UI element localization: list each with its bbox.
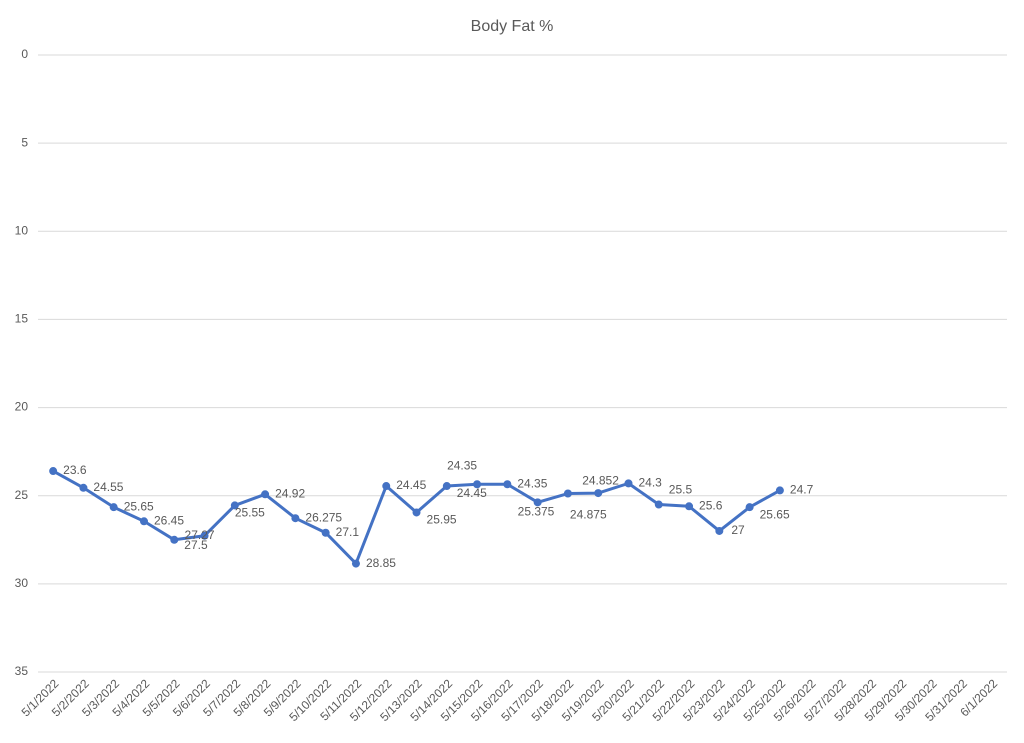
data-point [503, 480, 512, 489]
data-point [200, 531, 209, 540]
chart-title: Body Fat % [471, 18, 554, 35]
data-point [291, 514, 300, 523]
y-tick-label: 10 [15, 223, 29, 237]
data-label: 24.55 [93, 480, 123, 494]
data-point [685, 502, 694, 511]
data-label: 25.95 [427, 513, 457, 527]
data-label: 24.92 [275, 486, 305, 500]
y-tick-label: 5 [21, 135, 28, 149]
data-point [412, 508, 421, 517]
data-point [230, 501, 239, 510]
data-label: 26.275 [305, 510, 342, 524]
data-label: 27 [731, 523, 745, 537]
data-point [745, 503, 754, 512]
y-tick-label: 30 [15, 576, 29, 590]
y-tick-label: 15 [15, 312, 29, 326]
data-label: 24.35 [447, 458, 477, 472]
data-label: 25.6 [699, 498, 723, 512]
data-point [79, 483, 88, 492]
data-label: 25.65 [760, 507, 790, 521]
data-point [139, 517, 148, 526]
data-point [715, 526, 724, 535]
data-label: 24.7 [790, 483, 814, 497]
data-label: 24.875 [570, 508, 607, 522]
data-point [321, 528, 330, 537]
data-point [49, 467, 58, 476]
data-label: 24.852 [582, 473, 619, 487]
data-point [775, 486, 784, 495]
data-point [533, 498, 542, 507]
data-label: 27.1 [336, 525, 360, 539]
data-label: 25.5 [669, 483, 693, 497]
data-label: 25.65 [124, 499, 154, 513]
y-tick-label: 20 [15, 400, 29, 414]
data-point [563, 489, 572, 498]
data-label: 27.27 [185, 528, 215, 542]
data-point [170, 535, 179, 544]
data-point [594, 489, 603, 498]
data-point [654, 500, 663, 509]
y-tick-label: 25 [15, 488, 29, 502]
data-point [442, 482, 451, 491]
y-tick-label: 35 [15, 664, 29, 678]
data-label: 24.45 [396, 478, 426, 492]
data-point [382, 482, 391, 491]
data-point [351, 559, 360, 568]
data-point [109, 503, 118, 512]
data-label: 28.85 [366, 556, 396, 570]
data-point [624, 479, 633, 488]
data-point [261, 490, 270, 499]
data-label: 26.45 [154, 513, 184, 527]
data-point [473, 480, 482, 489]
data-label: 24.3 [638, 476, 662, 490]
data-label: 24.45 [457, 486, 487, 500]
data-label: 23.6 [63, 463, 87, 477]
data-label: 27.5 [184, 538, 208, 552]
y-tick-label: 0 [21, 47, 28, 61]
data-label: 25.55 [235, 506, 265, 520]
data-label: 25.375 [518, 504, 555, 518]
data-label: 24.35 [517, 476, 547, 490]
